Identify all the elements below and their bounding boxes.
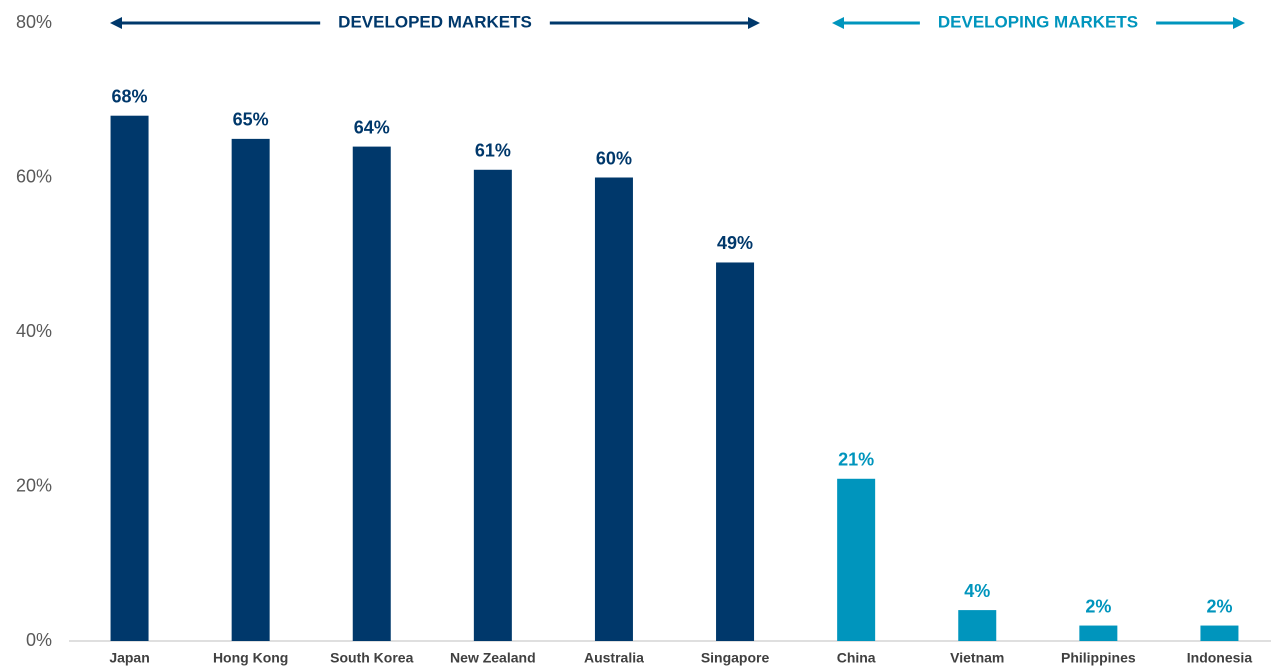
x-tick-label: Australia	[584, 650, 644, 666]
arrow-head	[748, 17, 760, 29]
value-label: 61%	[475, 141, 511, 161]
bar	[1079, 625, 1118, 641]
value-label: 2%	[1085, 596, 1111, 616]
y-tick-label: 20%	[16, 475, 52, 495]
group-label: DEVELOPED MARKETS	[338, 12, 532, 31]
arrow-head	[110, 17, 122, 29]
group-label: DEVELOPING MARKETS	[938, 12, 1138, 31]
arrow-head	[1233, 17, 1245, 29]
x-tick-label: China	[837, 650, 876, 666]
bar	[231, 138, 270, 641]
bar	[958, 610, 997, 641]
value-label: 60%	[596, 148, 632, 168]
y-tick-label: 0%	[26, 630, 52, 650]
x-tick-label: Japan	[109, 650, 149, 666]
arrow-head	[832, 17, 844, 29]
x-tick-label: South Korea	[330, 650, 413, 666]
x-tick-label: Indonesia	[1187, 650, 1253, 666]
y-tick-label: 60%	[16, 166, 52, 186]
y-tick-label: 80%	[16, 12, 52, 32]
value-label: 65%	[233, 110, 269, 130]
bar	[716, 262, 755, 641]
bar	[1200, 625, 1239, 641]
bar	[110, 115, 149, 641]
bar	[594, 177, 633, 641]
x-tick-label: Vietnam	[950, 650, 1004, 666]
x-tick-label: Singapore	[701, 650, 770, 666]
x-tick-label: Hong Kong	[213, 650, 288, 666]
bar	[352, 146, 391, 641]
value-label: 64%	[354, 117, 390, 137]
value-label: 21%	[838, 450, 874, 470]
bar	[837, 478, 876, 641]
y-tick-label: 40%	[16, 321, 52, 341]
value-label: 2%	[1206, 596, 1232, 616]
bar	[473, 169, 512, 641]
value-label: 4%	[964, 581, 990, 601]
value-label: 68%	[112, 86, 148, 106]
value-label: 49%	[717, 233, 753, 253]
x-tick-label: Philippines	[1061, 650, 1136, 666]
x-tick-label: New Zealand	[450, 650, 536, 666]
